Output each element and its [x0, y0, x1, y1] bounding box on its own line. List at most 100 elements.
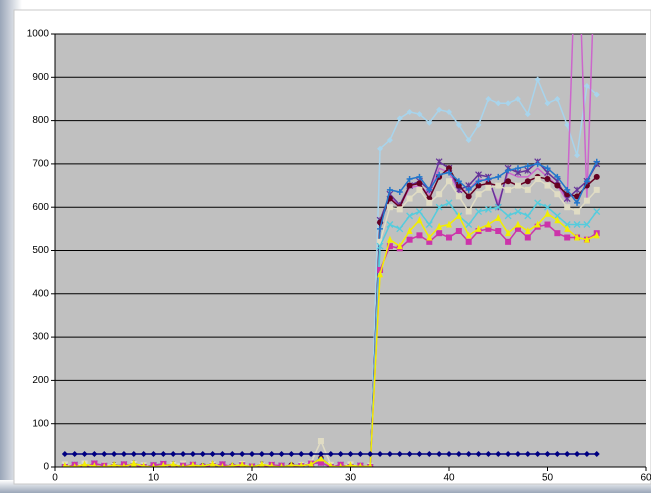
- marker: [554, 182, 561, 189]
- marker: [485, 95, 492, 102]
- marker: [593, 186, 600, 193]
- y-tick-label: 900: [32, 72, 49, 83]
- marker: [524, 227, 531, 235]
- marker: [505, 186, 512, 193]
- marker: [455, 182, 462, 189]
- marker: [170, 460, 177, 467]
- marker: [358, 462, 363, 467]
- marker: [200, 462, 205, 467]
- marker: [288, 451, 295, 458]
- marker: [308, 460, 314, 467]
- marker: [317, 454, 324, 462]
- marker: [465, 137, 472, 144]
- marker: [377, 266, 384, 273]
- marker: [524, 186, 531, 193]
- marker: [436, 106, 443, 113]
- marker: [426, 238, 433, 245]
- marker: [328, 462, 333, 467]
- marker: [130, 451, 137, 458]
- series: [61, 451, 600, 458]
- marker: [524, 163, 531, 170]
- marker: [377, 145, 384, 152]
- marker: [544, 165, 551, 172]
- marker: [426, 186, 433, 193]
- marker: [564, 451, 571, 458]
- marker: [475, 224, 482, 232]
- marker: [534, 160, 541, 167]
- marker: [298, 451, 305, 458]
- marker: [574, 152, 581, 159]
- marker: [278, 451, 285, 458]
- marker: [435, 158, 443, 166]
- marker: [377, 270, 384, 278]
- marker: [524, 451, 531, 458]
- marker: [436, 171, 443, 178]
- marker: [573, 186, 581, 194]
- marker: [446, 165, 452, 172]
- marker: [455, 121, 462, 128]
- marker: [416, 173, 423, 180]
- marker: [505, 238, 512, 245]
- marker: [111, 460, 117, 467]
- marker: [141, 462, 146, 467]
- marker: [505, 451, 512, 458]
- marker: [436, 222, 443, 230]
- marker: [475, 178, 482, 185]
- x-tick-label: 60: [640, 473, 651, 484]
- marker: [170, 451, 177, 458]
- marker: [425, 221, 433, 228]
- marker: [455, 228, 462, 235]
- marker: [495, 214, 502, 222]
- marker: [406, 108, 413, 115]
- marker: [91, 451, 98, 458]
- marker: [209, 451, 216, 458]
- marker: [583, 197, 590, 204]
- marker: [495, 228, 502, 235]
- marker: [574, 208, 581, 215]
- marker: [485, 451, 492, 458]
- marker: [268, 451, 275, 458]
- marker: [416, 180, 423, 187]
- x-tick-label: 40: [443, 473, 455, 484]
- marker: [160, 451, 167, 458]
- marker: [377, 451, 384, 458]
- marker: [564, 121, 571, 128]
- y-tick-label: 700: [32, 159, 49, 170]
- marker: [544, 182, 551, 189]
- y-tick-label: 300: [32, 332, 49, 343]
- marker: [593, 231, 600, 239]
- marker: [544, 176, 551, 183]
- y-tick-label: 800: [32, 115, 49, 126]
- marker: [258, 451, 265, 458]
- marker: [455, 178, 462, 185]
- marker: [140, 451, 147, 458]
- marker: [317, 459, 324, 466]
- marker: [593, 451, 600, 458]
- marker: [544, 203, 551, 211]
- marker: [465, 193, 472, 200]
- marker: [564, 224, 571, 232]
- marker: [348, 461, 353, 467]
- marker: [465, 238, 472, 245]
- marker: [426, 233, 433, 241]
- marker: [485, 220, 492, 228]
- marker: [406, 195, 413, 202]
- marker: [495, 451, 502, 458]
- marker: [122, 462, 126, 467]
- marker: [475, 121, 482, 128]
- marker: [396, 225, 404, 233]
- marker: [544, 100, 551, 107]
- x-tick-label: 30: [345, 473, 357, 484]
- marker: [435, 203, 443, 211]
- marker: [485, 184, 492, 191]
- marker: [406, 236, 413, 243]
- marker: [376, 242, 384, 250]
- marker: [279, 463, 284, 467]
- marker: [505, 178, 512, 185]
- marker: [553, 212, 561, 220]
- marker: [386, 243, 393, 250]
- marker: [101, 451, 108, 458]
- marker: [377, 225, 384, 232]
- marker: [357, 451, 364, 458]
